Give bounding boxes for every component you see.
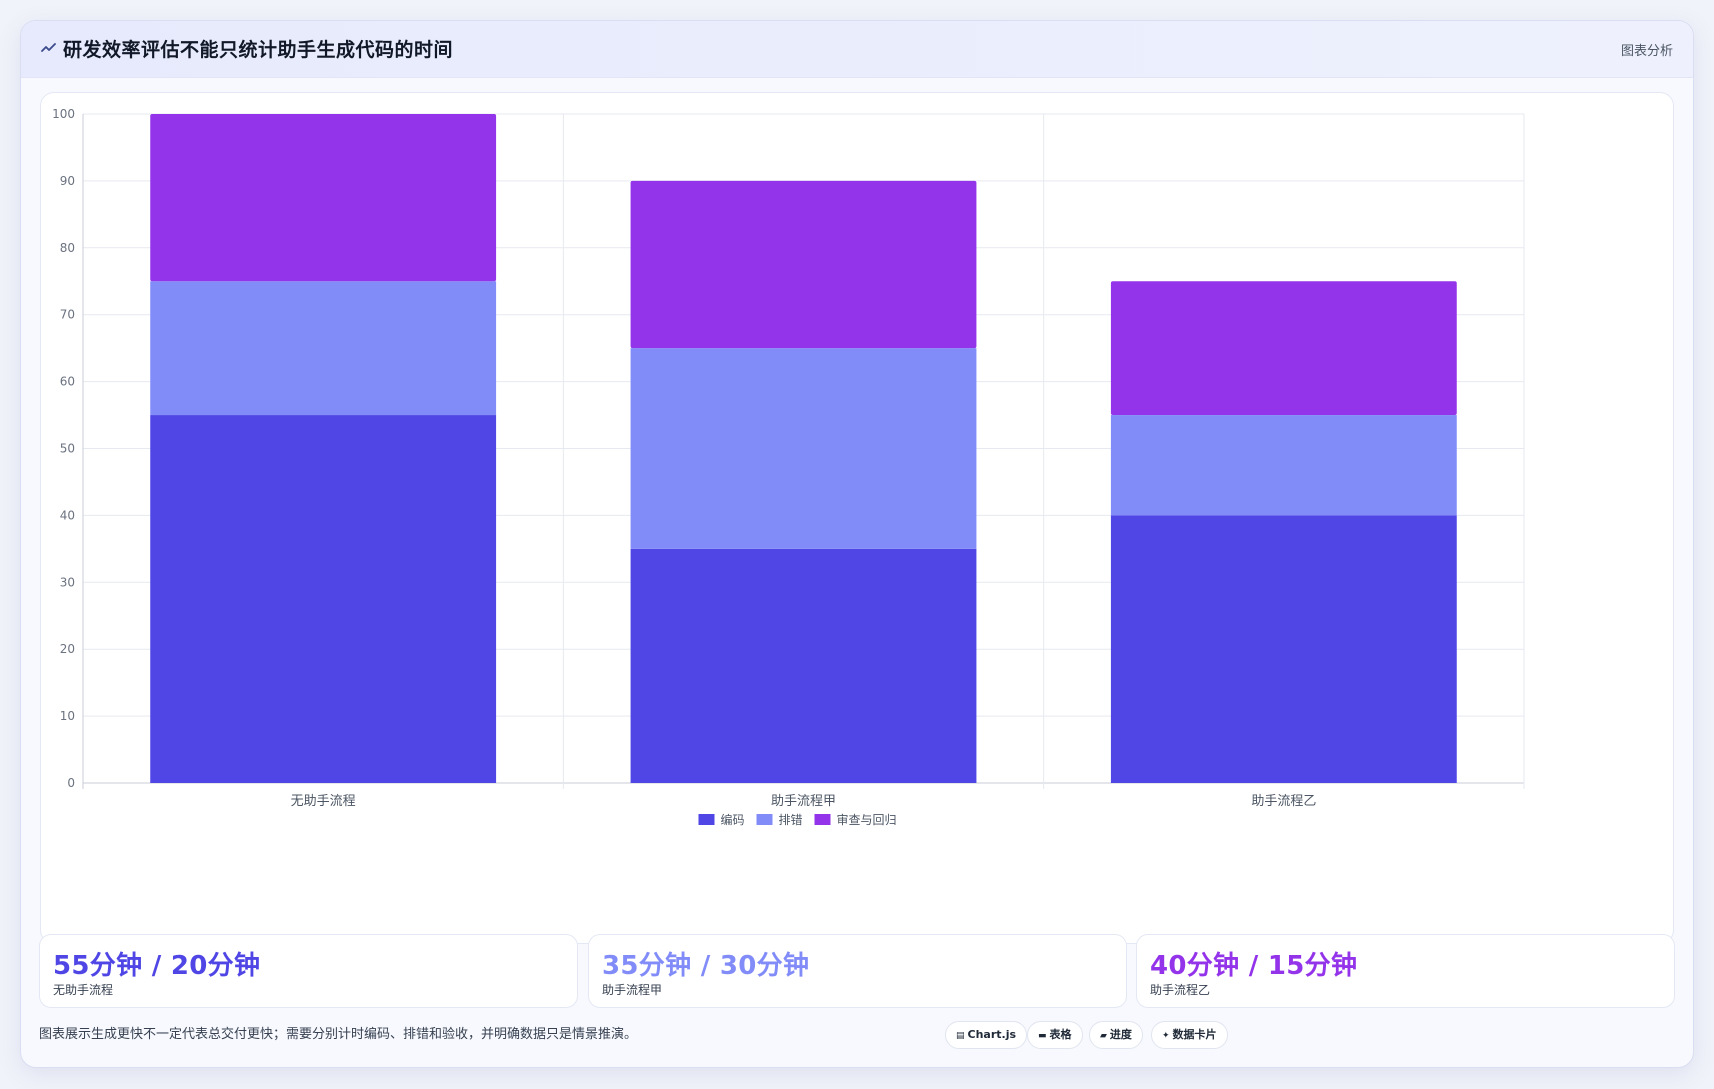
trend-line-icon bbox=[41, 43, 56, 52]
table-icon: ▬ bbox=[1038, 1031, 1047, 1041]
stat-label: 助手流程乙 bbox=[1150, 983, 1211, 997]
x-tick-label: 助手流程乙 bbox=[1251, 794, 1316, 809]
progress-icon: ▰ bbox=[1100, 1031, 1107, 1041]
legend-swatch bbox=[756, 814, 773, 825]
page-title: 研发效率评估不能只统计助手生成代码的时间 bbox=[63, 39, 454, 61]
stat-value: 35分钟 / 30分钟 bbox=[602, 951, 810, 981]
y-tick-label: 70 bbox=[60, 308, 75, 322]
pill-chartjs[interactable]: ▤ Chart.js bbox=[945, 1021, 1028, 1049]
bar-segment bbox=[630, 548, 977, 783]
y-tick-label: 80 bbox=[60, 241, 75, 255]
y-tick-label: 20 bbox=[60, 642, 75, 656]
chart-icon: ▤ bbox=[956, 1031, 965, 1041]
chart-panel: 0 10 20 30 40 50 60 70 80 90 100 无助手流程 助手流程甲 助手流程乙编码 排… bbox=[40, 92, 1674, 944]
bar-segment bbox=[1110, 515, 1457, 783]
stat-card-0: 55分钟 / 20分钟 无助手流程 bbox=[39, 934, 578, 1008]
pill-label: Chart.js bbox=[967, 1028, 1017, 1041]
y-tick-label: 40 bbox=[60, 508, 75, 522]
footnote: 图表展示生成更快不一定代表总交付更快；需要分别计时编码、排错和验收，并明确数据只… bbox=[39, 1027, 638, 1042]
stat-card-1: 35分钟 / 30分钟 助手流程甲 bbox=[588, 934, 1127, 1008]
bar-segment bbox=[150, 114, 497, 282]
pill-label: 数据卡片 bbox=[1172, 1028, 1217, 1041]
bar-segment bbox=[630, 180, 977, 349]
legend-swatch bbox=[814, 814, 831, 825]
legend-label: 审查与回归 bbox=[837, 812, 897, 827]
x-tick-label: 助手流程甲 bbox=[771, 794, 836, 809]
pill-label: 表格 bbox=[1049, 1028, 1072, 1041]
chart-card: 研发效率评估不能只统计助手生成代码的时间 图表分析 0 10 20 30 40 50 60 7… bbox=[20, 20, 1694, 1068]
pill-data-card[interactable]: ✦ 数据卡片 bbox=[1151, 1021, 1228, 1049]
y-tick-label: 50 bbox=[60, 442, 75, 456]
bar-segment bbox=[1110, 415, 1457, 516]
y-tick-label: 100 bbox=[52, 107, 75, 121]
y-tick-label: 10 bbox=[60, 709, 75, 723]
bar-segment bbox=[1110, 281, 1457, 416]
stat-value: 40分钟 / 15分钟 bbox=[1150, 951, 1358, 981]
legend-swatch bbox=[698, 814, 715, 825]
sparkle-icon: ✦ bbox=[1162, 1031, 1170, 1041]
stat-label: 助手流程甲 bbox=[602, 983, 663, 997]
y-tick-label: 60 bbox=[60, 375, 75, 389]
bar-segment bbox=[150, 281, 497, 416]
y-tick-label: 0 bbox=[67, 776, 75, 790]
pill-label: 进度 bbox=[1109, 1028, 1132, 1041]
pill-table[interactable]: ▬ 表格 bbox=[1027, 1021, 1083, 1049]
stat-card-2: 40分钟 / 15分钟 助手流程乙 bbox=[1136, 934, 1675, 1008]
stat-label: 无助手流程 bbox=[53, 983, 114, 997]
card-header: 研发效率评估不能只统计助手生成代码的时间 图表分析 bbox=[21, 21, 1693, 78]
bar-segment bbox=[630, 348, 977, 549]
pill-progress[interactable]: ▰ 进度 bbox=[1089, 1021, 1143, 1049]
y-tick-label: 30 bbox=[60, 575, 75, 589]
y-tick-label: 90 bbox=[60, 174, 75, 188]
chart-analysis-tag[interactable]: 图表分析 bbox=[1620, 44, 1673, 59]
stat-value: 55分钟 / 20分钟 bbox=[53, 951, 261, 981]
legend-label: 编码 bbox=[721, 812, 745, 827]
bar-segment bbox=[150, 415, 497, 783]
x-tick-label: 无助手流程 bbox=[291, 794, 356, 809]
legend-label: 排错 bbox=[779, 813, 803, 827]
